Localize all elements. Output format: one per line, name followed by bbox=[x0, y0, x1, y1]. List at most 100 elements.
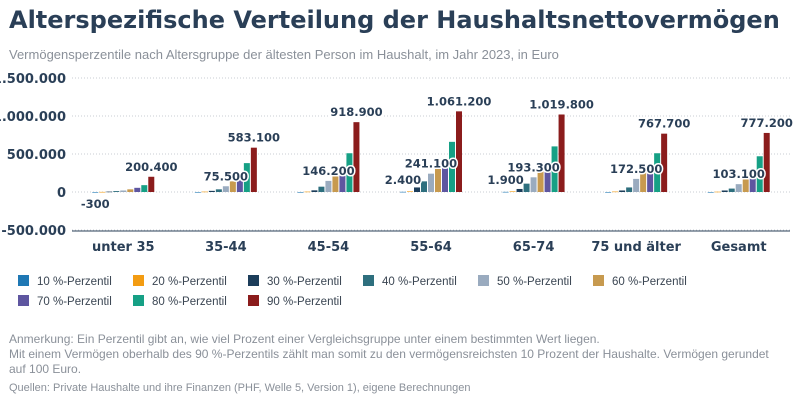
bar bbox=[243, 163, 250, 192]
bar bbox=[714, 191, 721, 193]
bar bbox=[113, 191, 120, 192]
data-label: 1.900 bbox=[487, 173, 523, 187]
legend-swatch bbox=[18, 295, 29, 306]
bar bbox=[456, 111, 462, 192]
bar bbox=[707, 191, 714, 193]
bar bbox=[544, 162, 551, 192]
data-label: -300 bbox=[81, 197, 110, 211]
bar bbox=[311, 190, 318, 192]
legend-label: 30 %-Perzentil bbox=[267, 276, 342, 288]
bar bbox=[721, 190, 728, 192]
note-line: Mit einem Vermögen oberhalb des 90 %-Per… bbox=[9, 347, 769, 361]
bar bbox=[633, 178, 640, 192]
bar bbox=[106, 191, 113, 193]
legend-item[interactable]: 80 %-Perzentil bbox=[133, 295, 227, 308]
bar bbox=[523, 183, 530, 192]
data-label: 172.500 bbox=[610, 162, 662, 176]
x-tick-label: Gesamt bbox=[711, 240, 767, 255]
data-label: 583.100 bbox=[228, 131, 280, 145]
chart-title: Alterspezifische Verteilung der Haushalt… bbox=[9, 6, 780, 34]
y-tick-label: -500.000 bbox=[1, 224, 66, 239]
legend-swatch bbox=[593, 275, 604, 286]
data-label: 1.061.200 bbox=[427, 94, 492, 108]
bar bbox=[551, 146, 558, 192]
y-tick-label: 1.500.000 bbox=[0, 72, 66, 87]
chart-subtitle: Vermögensperzentile nach Altersgruppe de… bbox=[9, 47, 559, 62]
x-tick-label: 35-44 bbox=[205, 240, 247, 255]
bar bbox=[442, 158, 448, 192]
bar bbox=[215, 189, 222, 192]
x-tick-label: 65-74 bbox=[513, 240, 555, 255]
legend-label: 90 %-Perzentil bbox=[267, 296, 342, 308]
bar bbox=[530, 177, 537, 192]
data-label: 918.900 bbox=[330, 105, 382, 119]
bar bbox=[661, 133, 668, 192]
bar bbox=[449, 141, 455, 192]
data-label: 1.019.800 bbox=[529, 97, 594, 111]
bar bbox=[421, 181, 427, 192]
legend-item[interactable]: 60 %-Perzentil bbox=[593, 275, 687, 288]
chart-note: Anmerkung: Ein Perzentil gibt an, wie vi… bbox=[9, 332, 789, 377]
bar bbox=[640, 172, 647, 192]
bar bbox=[346, 153, 353, 192]
data-label: 777.200 bbox=[741, 116, 793, 130]
note-line: Anmerkung: Ein Perzentil gibt an, wie vi… bbox=[9, 332, 600, 346]
bar bbox=[400, 191, 406, 193]
x-tick-label: unter 35 bbox=[92, 240, 155, 255]
bar bbox=[763, 132, 770, 192]
legend-item[interactable]: 10 %-Perzentil bbox=[18, 275, 112, 288]
legend-item[interactable]: 20 %-Perzentil bbox=[133, 275, 227, 288]
y-tick-label: 1.000.000 bbox=[0, 110, 66, 125]
legend-swatch bbox=[248, 275, 259, 286]
data-label: 193.300 bbox=[507, 160, 559, 174]
y-tick-label: 500.000 bbox=[7, 148, 66, 163]
bar bbox=[502, 191, 509, 193]
bar bbox=[339, 166, 346, 192]
bar bbox=[304, 191, 311, 193]
legend-swatch bbox=[363, 275, 374, 286]
bar bbox=[516, 188, 523, 192]
legend-item[interactable]: 90 %-Perzentil bbox=[248, 295, 342, 308]
x-tick-label: 75 und älter bbox=[591, 240, 681, 255]
legend-item[interactable]: 40 %-Perzentil bbox=[363, 275, 457, 288]
legend-label: 10 %-Perzentil bbox=[37, 276, 112, 288]
bar bbox=[201, 191, 208, 193]
bar bbox=[99, 191, 106, 193]
bar bbox=[728, 188, 735, 192]
bar bbox=[134, 187, 141, 192]
bar bbox=[141, 185, 148, 192]
bar bbox=[353, 122, 360, 192]
data-label: 103.100 bbox=[713, 167, 765, 181]
bar bbox=[92, 192, 99, 193]
bar-chart: -500.000 0 500.000 1.000.000 1.500.000 unter … bbox=[0, 72, 794, 255]
bar bbox=[325, 180, 332, 192]
bar bbox=[194, 191, 201, 193]
legend-item[interactable]: 50 %-Perzentil bbox=[478, 275, 572, 288]
x-tick-label: 45-54 bbox=[308, 240, 350, 255]
bar bbox=[297, 191, 304, 193]
legend-swatch bbox=[133, 275, 144, 286]
bar bbox=[509, 191, 516, 192]
legend-label: 40 %-Perzentil bbox=[382, 276, 457, 288]
legend-label: 60 %-Perzentil bbox=[612, 276, 687, 288]
bar bbox=[222, 186, 229, 192]
data-label: 200.400 bbox=[125, 160, 177, 174]
bar bbox=[332, 173, 339, 192]
legend-label: 20 %-Perzentil bbox=[152, 276, 227, 288]
bar bbox=[654, 153, 661, 192]
bar bbox=[120, 190, 127, 192]
chart-source: Quellen: Private Haushalte und ihre Fina… bbox=[9, 382, 471, 394]
data-label: 75.500 bbox=[204, 169, 248, 183]
bar bbox=[414, 187, 420, 192]
bar bbox=[318, 186, 325, 192]
data-label: 241.100 bbox=[405, 157, 457, 171]
legend-label: 50 %-Perzentil bbox=[497, 276, 572, 288]
legend-item[interactable]: 70 %-Perzentil bbox=[18, 295, 112, 308]
x-tick-label: 55-64 bbox=[410, 240, 452, 255]
legend-label: 70 %-Perzentil bbox=[37, 296, 112, 308]
legend-item[interactable]: 30 %-Perzentil bbox=[248, 275, 342, 288]
legend-swatch bbox=[18, 275, 29, 286]
data-label: 2.400 bbox=[385, 173, 421, 187]
legend-swatch bbox=[248, 295, 259, 306]
legend-swatch bbox=[478, 275, 489, 286]
